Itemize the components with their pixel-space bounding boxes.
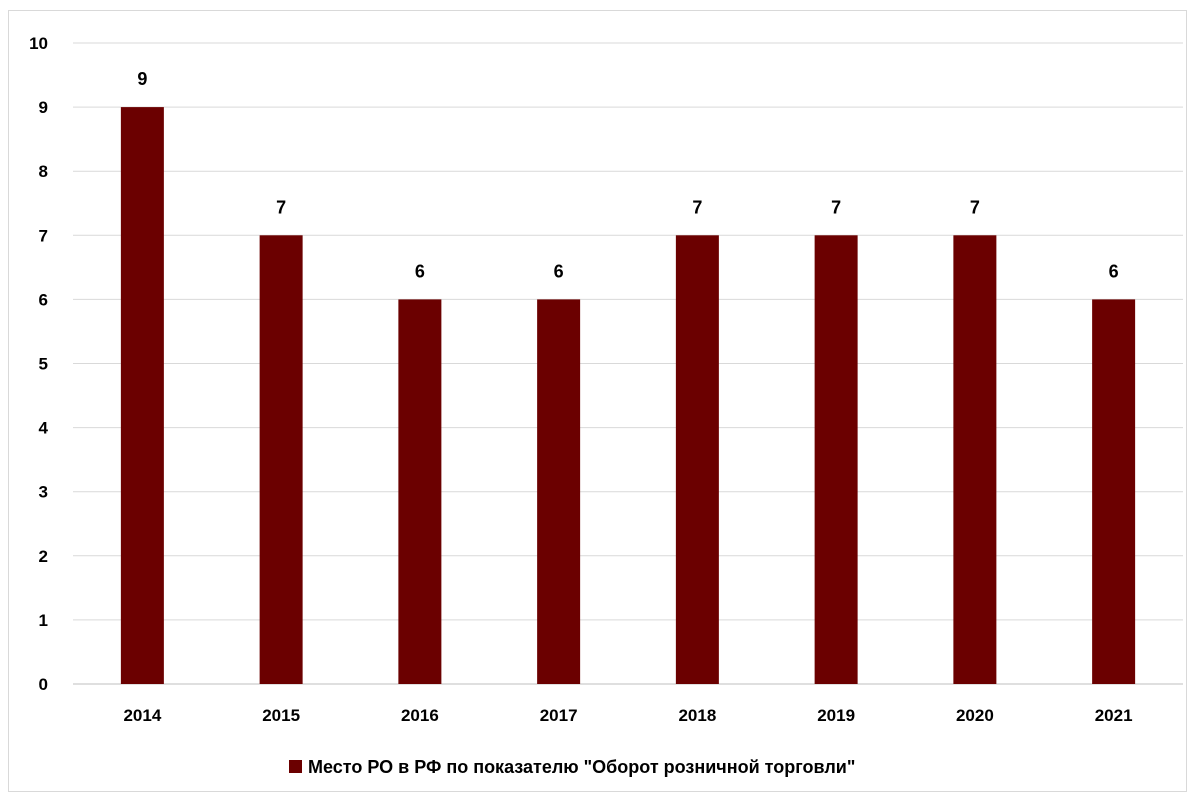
- data-label: 7: [970, 197, 980, 217]
- data-label: 7: [831, 197, 841, 217]
- x-tick-label: 2016: [401, 706, 439, 725]
- data-label: 6: [415, 261, 425, 281]
- y-tick-label: 4: [39, 419, 49, 438]
- y-tick-label: 0: [39, 675, 48, 694]
- x-tick-label: 2017: [540, 706, 578, 725]
- bars: [120, 107, 1136, 685]
- data-label: 9: [137, 69, 147, 89]
- data-labels: 9 7 6 6 7 7 7 6: [137, 69, 1118, 281]
- y-tick-label: 2: [39, 547, 48, 566]
- data-label: 7: [692, 197, 702, 217]
- legend: Место РО в РФ по показателю "Оборот розн…: [289, 757, 855, 777]
- bar: [537, 299, 581, 684]
- x-tick-label: 2015: [262, 706, 300, 725]
- y-tick-label: 3: [39, 483, 48, 502]
- legend-label: Место РО в РФ по показателю "Оборот розн…: [308, 757, 855, 777]
- bar: [259, 235, 303, 685]
- legend-swatch: [289, 760, 302, 773]
- y-tick-label: 8: [39, 162, 48, 181]
- x-tick-label: 2014: [123, 706, 161, 725]
- y-tick-label: 6: [39, 290, 48, 309]
- x-tick-label: 2020: [956, 706, 994, 725]
- y-tick-label: 1: [39, 611, 48, 630]
- x-axis-tick-labels: 2014 2015 2016 2017 2018 2019 2020 2021: [123, 706, 1132, 725]
- bar: [814, 235, 858, 685]
- y-axis-tick-labels: 0 1 2 3 4 5 6 7 8 9 10: [29, 34, 48, 694]
- x-tick-label: 2019: [817, 706, 855, 725]
- data-label: 6: [554, 261, 564, 281]
- bar: [953, 235, 997, 685]
- y-tick-label: 5: [39, 355, 48, 374]
- bar: [675, 235, 719, 685]
- bar: [1092, 299, 1136, 684]
- y-tick-label: 7: [39, 226, 48, 245]
- bar: [398, 299, 442, 684]
- x-tick-label: 2021: [1095, 706, 1133, 725]
- bar: [120, 107, 164, 685]
- y-tick-label: 9: [39, 98, 48, 117]
- y-tick-label: 10: [29, 34, 48, 53]
- x-tick-label: 2018: [678, 706, 716, 725]
- data-label: 7: [276, 197, 286, 217]
- data-label: 6: [1109, 261, 1119, 281]
- gridlines: [73, 42, 1183, 685]
